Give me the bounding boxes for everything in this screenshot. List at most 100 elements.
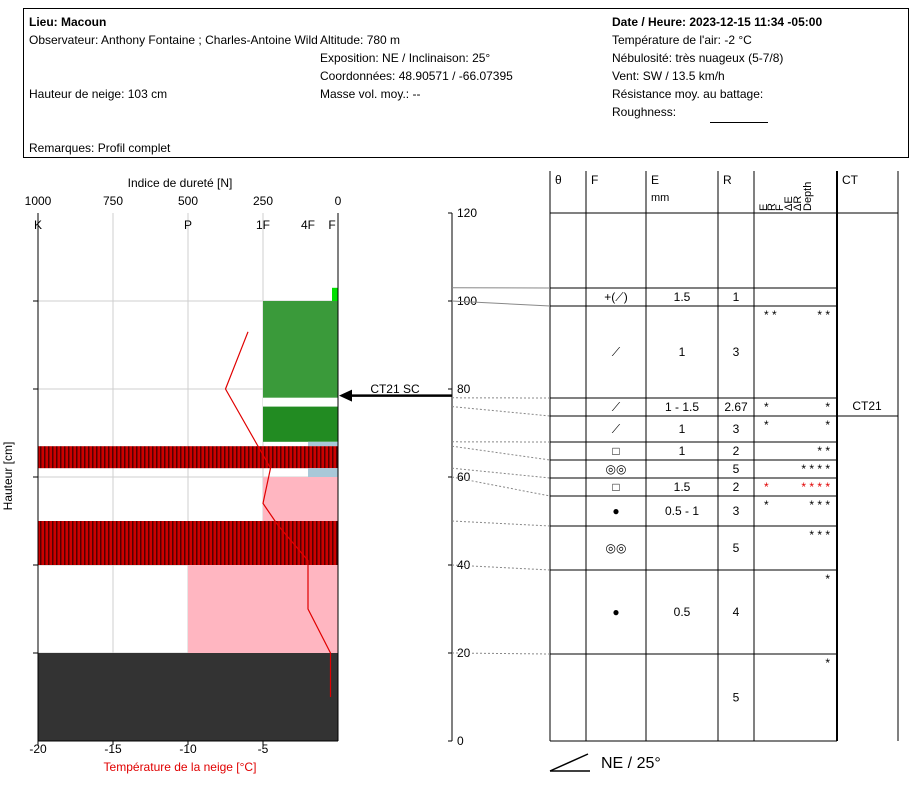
date-time: Date / Heure: 2023-12-15 11:34 -05:00 [612,15,823,29]
grain-size-value: 1.5 [674,480,691,494]
grain-form-symbol: ⟋ [612,400,621,414]
hardness-tick-label: 1000 [25,194,52,208]
table-header-rotated: E [758,204,770,211]
hardness-value: 5 [733,462,740,476]
hardness-tick-label: 750 [103,194,123,208]
temperature-axis-title: Température de la neige [°C] [104,760,257,774]
grain-form-symbol: ◎◎ [606,462,627,476]
hardness-value: 2.67 [724,400,748,414]
threshold-stars-right: * * * [809,498,830,512]
temperature-tick-label: -15 [104,742,122,756]
height-axis-title: Hauteur [cm] [1,442,15,511]
grain-size-value: 1 [679,444,686,458]
height-tick-label: 0 [457,734,464,748]
threshold-stars-right: * [825,418,830,432]
threshold-stars-left: * * [764,308,777,322]
remarks: Remarques: Profil complet [29,141,171,155]
grain-size-value: 1 - 1.5 [665,400,699,414]
table-header-rotated: ΔR [792,196,804,211]
hardness-layer-bar [263,301,338,398]
hardness-layer-bar [263,397,338,407]
grain-form-symbol: □ [612,480,619,494]
hardness-layer-bar [308,468,338,477]
hardness-value: 4 [733,605,740,619]
grain-form-symbol: ● [612,605,619,619]
altitude: Altitude: 780 m [320,33,401,47]
grain-size-value: 1.5 [674,290,691,304]
temperature-tick-label: -20 [29,742,47,756]
hardness-value: 3 [733,422,740,436]
roughness-line [710,122,768,123]
wind: Vent: SW / 13.5 km/h [612,69,725,83]
test-marker-label: CT21 SC [370,382,420,396]
hardness-value: 3 [733,504,740,518]
grain-form-symbol: ⟋ [612,345,621,359]
hardness-value: 1 [733,290,740,304]
table-header-rotated: R [766,203,778,211]
hand-hardness-label: 1F [256,218,270,232]
grain-form-symbol: ⟋ [612,422,621,436]
hardness-value: 3 [733,345,740,359]
layer-connector-line [451,300,551,307]
threshold-stars-right: * * [817,444,830,458]
threshold-stars-right: * [825,572,830,586]
table-header-rotated: ΔE [783,196,795,211]
slope-symbol-incline [549,753,589,772]
threshold-stars-left: * [764,418,769,432]
grain-size-value: 0.5 [674,605,691,619]
layer-connector-line [451,652,551,655]
slope-label: NE / 25° [601,755,661,772]
hardness-layer-bar [38,446,338,469]
hand-hardness-label: K [34,218,42,232]
grain-size-value: 0.5 - 1 [665,504,699,518]
hand-hardness-label: P [184,218,192,232]
hardness-value: 5 [733,691,740,705]
ram-resistance: Résistance moy. au battage: [612,87,764,101]
table-header-e: E [651,173,659,187]
table-header-ct: CT [842,173,859,187]
hardness-axis-title: Indice de dureté [N] [128,176,233,190]
table-header-e-unit: mm [651,192,669,204]
layer-connector-line [451,476,551,497]
table-header-r: R [723,173,732,187]
grain-form-symbol: +(⟋) [604,290,627,304]
hardness-layer-bar [38,521,338,565]
test-marker-arrow-head [339,389,352,402]
grain-form-symbol: ● [612,504,619,518]
hardness-tick-label: 0 [335,194,342,208]
temperature-profile-line [224,331,332,697]
location: Lieu: Macoun [29,15,107,29]
observer: Observateur: Anthony Fontaine ; Charles-… [29,33,318,47]
grain-form-symbol: ◎◎ [606,541,627,555]
hardness-layer-bar [263,406,338,442]
threshold-stars-left: * [764,498,769,512]
layer-connector-line [451,564,551,571]
hardness-tick-label: 250 [253,194,273,208]
hardness-layer-bar [38,653,338,741]
table-header-f: F [591,173,598,187]
temperature-tick-label: -5 [258,742,269,756]
table-header-rotated: Depth [802,182,814,211]
height-tick-label: 60 [457,470,471,484]
temperature-tick-label: -10 [179,742,197,756]
threshold-stars-right: * [825,656,830,670]
hand-hardness-label: 4F [301,218,315,232]
hardness-value: 2 [733,444,740,458]
table-header-rotated: F [774,204,786,211]
layer-connector-line [451,467,551,479]
mean-density: Masse vol. moy.: -- [320,87,421,101]
cloudiness: Nébulosité: très nuageux (5-7/8) [612,51,784,65]
height-tick-label: 80 [457,382,471,396]
roughness: Roughness: [612,105,677,119]
hardness-layer-bar [332,287,338,301]
coordinates: Coordonnées: 48.90571 / -66.07395 [320,69,513,83]
threshold-stars-left: * [764,480,769,494]
threshold-stars-right: * * * [809,528,830,542]
grain-size-value: 1 [679,345,686,359]
height-tick-label: 100 [457,294,477,308]
hardness-value: 5 [733,541,740,555]
grain-size-value: 1 [679,422,686,436]
air-temperature: Température de l'air: -2 °C [612,33,752,47]
layer-connector-line [451,520,551,527]
